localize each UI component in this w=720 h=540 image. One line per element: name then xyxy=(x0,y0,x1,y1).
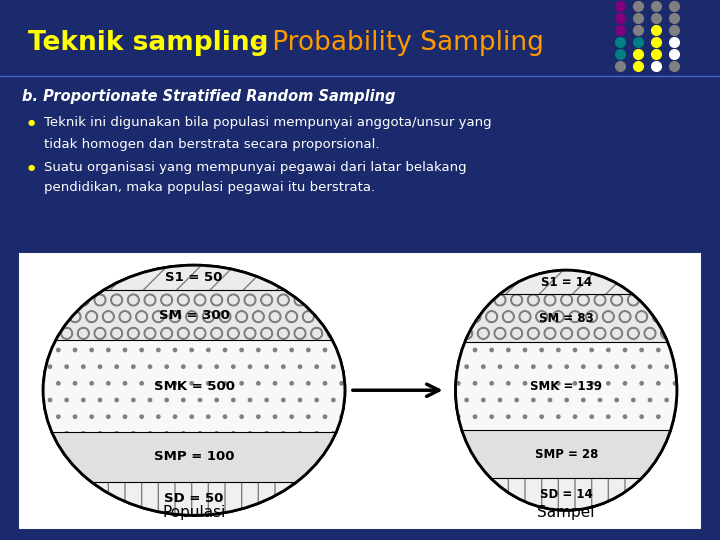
Bar xyxy=(43,290,345,340)
Text: Sampei: Sampei xyxy=(537,505,595,520)
Text: SMP = 100: SMP = 100 xyxy=(154,450,234,463)
Text: - Probability Sampling: - Probability Sampling xyxy=(246,30,544,56)
Bar xyxy=(456,294,677,342)
Bar xyxy=(456,430,677,478)
Text: SMP = 28: SMP = 28 xyxy=(534,448,598,461)
Bar xyxy=(43,340,345,432)
Text: SM = 300: SM = 300 xyxy=(158,309,230,322)
Bar xyxy=(456,342,677,430)
Text: ●: ● xyxy=(28,163,35,172)
Text: ●: ● xyxy=(28,118,35,127)
Text: SM = 83: SM = 83 xyxy=(539,312,593,325)
Bar xyxy=(43,265,345,290)
Ellipse shape xyxy=(43,265,345,515)
Bar xyxy=(43,482,345,515)
Text: SD = 50: SD = 50 xyxy=(164,492,224,505)
Text: S1 = 50: S1 = 50 xyxy=(166,271,222,284)
Text: pendidikan, maka populasi pegawai itu berstrata.: pendidikan, maka populasi pegawai itu be… xyxy=(44,181,375,194)
Text: Teknik ini digunakan bila populasi mempunyai anggota/unsur yang: Teknik ini digunakan bila populasi mempu… xyxy=(44,116,492,129)
Text: SD = 14: SD = 14 xyxy=(540,488,593,501)
Text: S1 = 14: S1 = 14 xyxy=(541,276,592,289)
Text: SMK = 500: SMK = 500 xyxy=(153,380,235,393)
Text: Populasi: Populasi xyxy=(162,505,225,520)
Ellipse shape xyxy=(456,270,677,510)
Text: Suatu organisasi yang mempunyai pegawai dari latar belakang: Suatu organisasi yang mempunyai pegawai … xyxy=(44,161,467,174)
FancyBboxPatch shape xyxy=(18,252,702,530)
Bar xyxy=(456,478,677,510)
Text: tidak homogen dan berstrata secara proporsional.: tidak homogen dan berstrata secara propo… xyxy=(44,138,379,151)
Bar xyxy=(456,270,677,294)
Bar xyxy=(43,432,345,482)
Text: SMK = 139: SMK = 139 xyxy=(530,380,602,393)
Text: Teknik sampling: Teknik sampling xyxy=(28,30,269,56)
Text: b. Proportionate Stratified Random Sampling: b. Proportionate Stratified Random Sampl… xyxy=(22,89,395,104)
